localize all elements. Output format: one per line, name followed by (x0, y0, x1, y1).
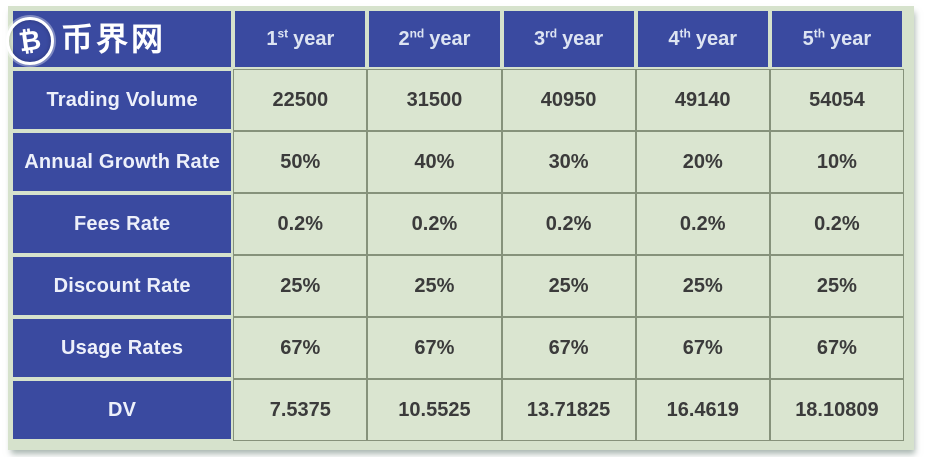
cell-usage-y4: 67% (635, 317, 770, 379)
brand-logo: ₿ 币界网 (6, 17, 231, 65)
cell-fees-y4: 0.2% (635, 193, 770, 255)
cell-trading-volume-y4: 49140 (635, 69, 770, 131)
table-row-trading-volume: Trading Volume 22500 31500 40950 49140 5… (11, 69, 904, 131)
cell-trading-volume-y3: 40950 (501, 69, 636, 131)
cell-dv-y2: 10.5525 (367, 379, 502, 441)
cell-discount-y3: 25% (501, 255, 636, 317)
cell-fees-y2: 0.2% (367, 193, 502, 255)
cell-growth-y5: 10% (769, 131, 904, 193)
bitcoin-icon: ₿ (6, 17, 54, 65)
cell-fees-y3: 0.2% (501, 193, 636, 255)
cell-fees-y5: 0.2% (769, 193, 904, 255)
column-header-year-3: 3rd year (501, 9, 636, 69)
row-label-dv: DV (11, 379, 234, 441)
column-header-year-5: 5th year (769, 9, 904, 69)
cell-discount-y5: 25% (769, 255, 904, 317)
valuation-table: ₿ 币界网 1st year 2nd year 3rd year 4th year 5t… (6, 9, 904, 441)
row-label-usage-rates: Usage Rates (11, 317, 234, 379)
cell-discount-y2: 25% (367, 255, 502, 317)
cell-dv-y3: 13.71825 (501, 379, 636, 441)
cell-discount-y4: 25% (635, 255, 770, 317)
table-row-discount-rate: Discount Rate 25% 25% 25% 25% 25% (11, 255, 904, 317)
row-label-fees-rate: Fees Rate (11, 193, 234, 255)
cell-dv-y1: 7.5375 (233, 379, 368, 441)
table-row-dv: DV 7.5375 10.5525 13.71825 16.4619 18.10… (11, 379, 904, 441)
cell-dv-y4: 16.4619 (635, 379, 770, 441)
cell-usage-y1: 67% (233, 317, 368, 379)
brand-text: 币界网 (61, 21, 167, 57)
table-row-fees-rate: Fees Rate 0.2% 0.2% 0.2% 0.2% 0.2% (11, 193, 904, 255)
row-label-annual-growth-rate: Annual Growth Rate (11, 131, 234, 193)
table-row-usage-rates: Usage Rates 67% 67% 67% 67% 67% (11, 317, 904, 379)
table-row-annual-growth-rate: Annual Growth Rate 50% 40% 30% 20% 10% (11, 131, 904, 193)
cell-usage-y2: 67% (367, 317, 502, 379)
header-row: ₿ 币界网 1st year 2nd year 3rd year 4th year 5t… (6, 9, 904, 69)
cell-trading-volume-y5: 54054 (769, 69, 904, 131)
cell-usage-y5: 67% (769, 317, 904, 379)
cell-usage-y3: 67% (501, 317, 636, 379)
logo-cell: ₿ 币界网 (6, 9, 234, 69)
column-header-year-1: 1st year (233, 9, 368, 69)
cell-fees-y1: 0.2% (233, 193, 368, 255)
row-label-trading-volume: Trading Volume (11, 69, 234, 131)
cell-growth-y4: 20% (635, 131, 770, 193)
cell-growth-y1: 50% (233, 131, 368, 193)
cell-dv-y5: 18.10809 (769, 379, 904, 441)
cell-growth-y3: 30% (501, 131, 636, 193)
cell-trading-volume-y1: 22500 (233, 69, 368, 131)
cell-discount-y1: 25% (233, 255, 368, 317)
column-header-year-4: 4th year (635, 9, 770, 69)
cell-trading-volume-y2: 31500 (367, 69, 502, 131)
column-header-year-2: 2nd year (367, 9, 502, 69)
row-label-discount-rate: Discount Rate (11, 255, 234, 317)
table-panel: ₿ 币界网 1st year 2nd year 3rd year 4th year 5t… (6, 6, 914, 450)
cell-growth-y2: 40% (367, 131, 502, 193)
